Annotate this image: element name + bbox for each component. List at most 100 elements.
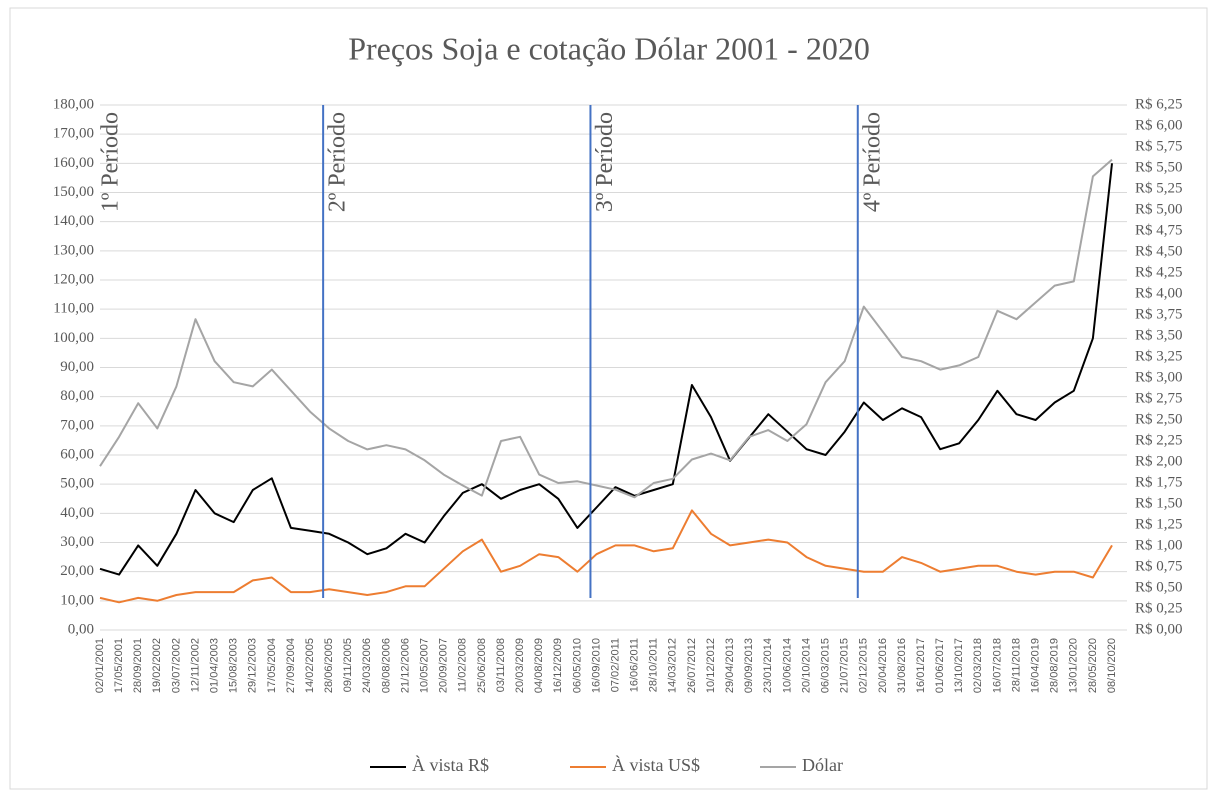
y-tick-label: 130,00 (53, 242, 94, 258)
y2-tick-label: R$ 2,00 (1135, 453, 1183, 469)
x-tick-label: 09/09/2013 (743, 638, 755, 693)
y2-tick-label: R$ 5,25 (1135, 180, 1183, 196)
x-tick-label: 19/02/2002 (151, 638, 163, 693)
y-tick-label: 10,00 (60, 592, 94, 608)
chart-title: Preços Soja e cotação Dólar 2001 - 2020 (348, 30, 870, 66)
x-tick-label: 20/04/2016 (877, 638, 889, 693)
legend-label: À vista R$ (412, 754, 489, 775)
x-tick-label: 21/07/2015 (839, 638, 851, 693)
y2-tick-label: R$ 0,50 (1135, 579, 1183, 595)
x-tick-label: 28/05/2020 (1087, 638, 1099, 693)
y-tick-label: 0,00 (68, 621, 94, 637)
x-tick-label: 15/08/2003 (228, 638, 240, 693)
y2-tick-label: R$ 3,75 (1135, 306, 1183, 322)
x-tick-label: 23/01/2014 (762, 638, 774, 693)
y-tick-label: 80,00 (60, 388, 94, 404)
x-tick-label: 25/06/2008 (476, 638, 488, 693)
y-tick-label: 60,00 (60, 446, 94, 462)
x-tick-label: 01/06/2017 (934, 638, 946, 693)
y2-tick-label: R$ 3,25 (1135, 348, 1183, 364)
y-tick-label: 90,00 (60, 359, 94, 375)
y2-tick-label: R$ 6,25 (1135, 96, 1183, 112)
period-label: 2º Período (325, 112, 351, 212)
x-tick-label: 28/08/2019 (1049, 638, 1061, 693)
x-tick-label: 10/12/2012 (705, 638, 717, 693)
x-tick-label: 12/11/2002 (189, 638, 201, 692)
y-tick-label: 50,00 (60, 476, 94, 492)
legend-label: À vista US$ (612, 754, 700, 775)
x-tick-label: 13/01/2020 (1068, 638, 1080, 693)
y2-tick-label: R$ 0,25 (1135, 600, 1183, 616)
x-tick-label: 03/11/2008 (495, 638, 507, 692)
x-tick-label: 06/03/2015 (819, 638, 831, 693)
x-tick-label: 28/09/2001 (132, 638, 144, 693)
y2-tick-label: R$ 5,75 (1135, 138, 1183, 154)
y2-tick-label: R$ 0,00 (1135, 621, 1183, 637)
y2-tick-label: R$ 6,00 (1135, 117, 1183, 133)
x-tick-label: 16/06/2011 (629, 638, 641, 692)
y-tick-label: 70,00 (60, 417, 94, 433)
x-tick-label: 16/07/2018 (991, 638, 1003, 693)
period-label: 3º Período (592, 112, 618, 212)
x-tick-label: 31/08/2016 (896, 638, 908, 693)
y2-tick-label: R$ 3,00 (1135, 369, 1183, 385)
y-tick-label: 140,00 (53, 213, 94, 229)
y-tick-label: 40,00 (60, 505, 94, 521)
x-tick-label: 29/04/2013 (724, 638, 736, 693)
y-tick-label: 110,00 (53, 301, 94, 317)
y2-tick-label: R$ 4,50 (1135, 243, 1183, 259)
x-tick-label: 28/11/2018 (1010, 638, 1022, 692)
y-tick-label: 120,00 (53, 271, 94, 287)
y2-tick-label: R$ 2,50 (1135, 411, 1183, 427)
x-tick-label: 16/04/2019 (1030, 638, 1042, 693)
series-line (99, 158, 1113, 499)
x-tick-label: 03/07/2002 (170, 638, 182, 693)
x-tick-label: 27/09/2004 (285, 638, 297, 693)
x-tick-label: 14/03/2012 (667, 638, 679, 693)
x-tick-label: 10/06/2014 (781, 638, 793, 693)
period-label: 1º Período (98, 112, 124, 212)
period-label: 4º Período (859, 112, 885, 212)
x-tick-label: 01/04/2003 (208, 638, 220, 693)
x-tick-label: 11/02/2008 (457, 638, 469, 692)
x-tick-label: 21/12/2006 (399, 638, 411, 693)
y2-tick-label: R$ 5,00 (1135, 201, 1183, 217)
x-tick-label: 16/09/2010 (590, 638, 602, 693)
y2-tick-label: R$ 4,25 (1135, 264, 1183, 280)
y-tick-label: 170,00 (53, 126, 94, 142)
y-tick-label: 30,00 (60, 534, 94, 550)
x-tick-label: 14/02/2005 (304, 638, 316, 693)
x-tick-label: 28/06/2005 (323, 638, 335, 693)
y2-tick-label: R$ 5,50 (1135, 159, 1183, 175)
x-tick-label: 16/12/2009 (552, 638, 564, 693)
y2-tick-label: R$ 1,75 (1135, 474, 1183, 490)
x-tick-label: 06/05/2010 (571, 638, 583, 693)
y2-tick-label: R$ 1,50 (1135, 495, 1183, 511)
x-tick-label: 17/05/2001 (113, 638, 125, 693)
y2-tick-label: R$ 1,00 (1135, 537, 1183, 553)
x-tick-label: 13/10/2017 (953, 638, 965, 693)
series-line (99, 509, 1113, 604)
series-line (99, 163, 1113, 576)
y-tick-label: 20,00 (60, 563, 94, 579)
y2-tick-label: R$ 4,00 (1135, 285, 1183, 301)
x-tick-label: 26/07/2012 (686, 638, 698, 693)
x-tick-label: 17/05/2004 (266, 638, 278, 693)
y2-tick-label: R$ 1,25 (1135, 516, 1183, 532)
x-tick-label: 10/05/2007 (419, 638, 431, 693)
y-tick-label: 180,00 (53, 96, 94, 112)
y-tick-label: 160,00 (53, 155, 94, 171)
x-tick-label: 07/02/2011 (609, 638, 621, 692)
x-tick-label: 29/12/2003 (247, 638, 259, 693)
y2-tick-label: R$ 2,75 (1135, 390, 1183, 406)
y-tick-label: 150,00 (53, 184, 94, 200)
y2-tick-label: R$ 3,50 (1135, 327, 1183, 343)
legend-label: Dólar (802, 755, 843, 775)
chart-border (9, 7, 1208, 790)
x-tick-label: 08/08/2006 (380, 638, 392, 693)
x-tick-label: 04/08/2009 (533, 638, 545, 693)
x-tick-label: 20/09/2007 (438, 638, 450, 693)
x-tick-label: 24/03/2006 (361, 638, 373, 693)
y2-tick-label: R$ 2,25 (1135, 432, 1183, 448)
